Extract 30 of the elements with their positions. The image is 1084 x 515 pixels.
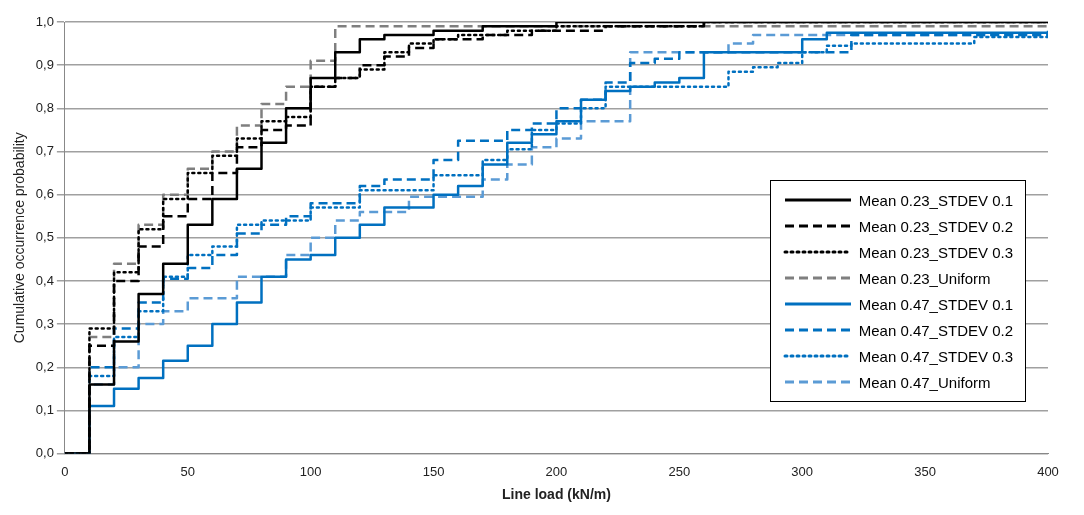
- y-tick-label: 0,7: [35, 143, 54, 159]
- y-tick-label: 0,3: [35, 315, 54, 331]
- x-tick-label: 350: [914, 463, 936, 479]
- legend-label: Mean 0.23_STDEV 0.2: [858, 217, 1013, 235]
- x-tick-label: 250: [668, 463, 691, 479]
- legend-label: Mean 0.23_STDEV 0.1: [858, 191, 1013, 209]
- y-tick-label: 0,5: [35, 229, 54, 245]
- y-tick-label: 0,4: [35, 272, 54, 288]
- legend-label: Mean 0.23_Uniform: [858, 269, 991, 287]
- y-tick-label: 0,9: [35, 56, 54, 72]
- y-tick-label: 1,0: [35, 13, 54, 29]
- legend-label: Mean 0.47_STDEV 0.1: [858, 295, 1013, 313]
- y-tick-label: 0,2: [35, 358, 54, 374]
- y-tick-label: 0,1: [35, 402, 54, 418]
- y-tick-label: 0,6: [35, 186, 54, 202]
- y-tick-label: 0,8: [35, 99, 54, 115]
- x-tick-label: 0: [61, 463, 69, 479]
- x-tick-label: 50: [180, 463, 195, 479]
- legend-label: Mean 0.23_STDEV 0.3: [858, 243, 1013, 261]
- legend-label: Mean 0.47_Uniform: [858, 373, 991, 391]
- legend-label: Mean 0.47_STDEV 0.2: [858, 321, 1013, 339]
- y-tick-label: 0,0: [35, 445, 54, 461]
- legend-label: Mean 0.47_STDEV 0.3: [858, 347, 1013, 365]
- x-tick-label: 300: [791, 463, 814, 479]
- x-tick-label: 100: [299, 463, 322, 479]
- x-tick-label: 200: [545, 463, 568, 479]
- x-tick-label: 150: [422, 463, 445, 479]
- x-axis-title: Line load (kN/m): [501, 486, 611, 503]
- x-tick-label: 400: [1037, 463, 1059, 479]
- y-axis-title: Cumulative occurrence probability: [11, 132, 28, 344]
